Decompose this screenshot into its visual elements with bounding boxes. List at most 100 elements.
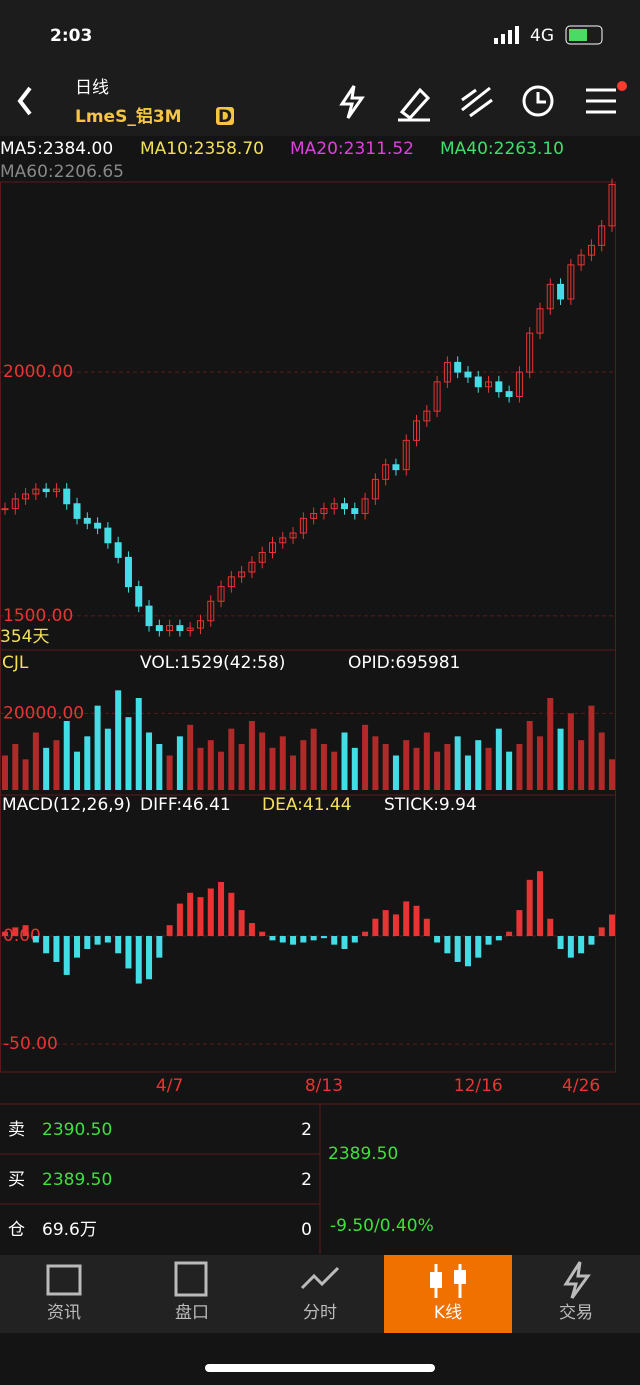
candle xyxy=(73,503,81,519)
tab-label[interactable]: K线 xyxy=(434,1303,462,1323)
candle xyxy=(495,381,503,393)
volume-bar xyxy=(259,732,266,790)
ma60: MA60:2206.65 xyxy=(0,162,124,182)
macd-bar xyxy=(228,892,235,937)
clock-icon[interactable] xyxy=(522,85,554,117)
macd-bar xyxy=(434,936,441,943)
oi: 69.6万 xyxy=(42,1220,97,1240)
x-tick-label: 12/16 xyxy=(454,1076,503,1096)
days-label: 354天 xyxy=(0,627,49,647)
flash-icon[interactable] xyxy=(339,85,365,119)
badge: D xyxy=(218,107,232,127)
candle xyxy=(299,517,307,534)
candle xyxy=(598,225,606,246)
macd-bar xyxy=(22,925,29,937)
macd-diff: DIFF:46.41 xyxy=(140,795,231,815)
sell-label: 卖 xyxy=(8,1120,25,1140)
candle xyxy=(515,371,523,397)
book-icon[interactable] xyxy=(174,1261,208,1297)
candle xyxy=(124,556,132,588)
time-icon[interactable] xyxy=(300,1266,340,1290)
candle xyxy=(392,464,400,471)
ma20: MA20:2311.52 xyxy=(290,139,414,159)
macd-bar xyxy=(475,936,482,958)
candle xyxy=(464,371,472,378)
tab-label[interactable]: 盘口 xyxy=(175,1303,209,1323)
tab-label[interactable]: 资讯 xyxy=(47,1303,81,1323)
volume-bar xyxy=(187,724,194,790)
candle xyxy=(196,620,204,629)
volume-bar xyxy=(248,721,255,790)
last-price: 2389.50 xyxy=(328,1144,398,1164)
candle xyxy=(536,308,544,334)
volume-bar xyxy=(578,740,585,790)
home-indicator xyxy=(205,1364,435,1372)
candle xyxy=(217,586,225,602)
macd-bar xyxy=(259,931,266,937)
kline-body xyxy=(454,1270,466,1284)
volume-bar xyxy=(557,728,564,790)
macd-bar xyxy=(526,879,533,937)
macd-bar xyxy=(207,888,214,937)
volume-bar xyxy=(176,736,183,790)
macd-bar xyxy=(32,936,39,943)
trade-icon[interactable] xyxy=(563,1261,591,1299)
notify-dot xyxy=(617,81,627,91)
volume-bar xyxy=(218,751,225,790)
news-icon[interactable] xyxy=(46,1264,82,1296)
macd-bar xyxy=(331,936,338,945)
macd-bar xyxy=(63,936,70,975)
change: -9.50/0.40% xyxy=(330,1216,434,1236)
candle xyxy=(135,586,143,607)
buy-qty: 2 xyxy=(301,1170,312,1190)
macd-bar xyxy=(588,936,595,945)
macd-bar xyxy=(238,910,245,937)
candle xyxy=(94,522,102,529)
macd-bar xyxy=(43,936,50,954)
candle xyxy=(83,517,91,524)
macd-bar xyxy=(135,936,142,984)
tab-label[interactable]: 交易 xyxy=(559,1303,593,1323)
signal-icon xyxy=(494,26,519,44)
candle xyxy=(371,478,379,500)
y-tick-label: 2000.00 xyxy=(3,362,73,382)
candle xyxy=(32,488,40,495)
macd-bar xyxy=(125,936,132,969)
volume-bar xyxy=(238,744,245,790)
macd-bar xyxy=(12,927,19,937)
sell-qty: 2 xyxy=(301,1120,312,1140)
macd-bar xyxy=(506,931,513,937)
volume-bar xyxy=(43,747,50,790)
volume-bar xyxy=(362,724,369,790)
active-tab[interactable] xyxy=(384,1255,512,1333)
candle xyxy=(155,625,163,631)
macd-frame xyxy=(0,794,616,1073)
candle xyxy=(526,332,534,373)
x-tick-label: 8/13 xyxy=(305,1076,343,1096)
menu-icon[interactable] xyxy=(586,88,616,114)
volume-bar xyxy=(526,721,533,790)
macd-bar xyxy=(547,918,554,937)
volume-bar xyxy=(74,751,81,790)
volume-bar xyxy=(228,728,235,790)
candle xyxy=(166,625,174,631)
volume-bar xyxy=(413,747,420,790)
back-button[interactable] xyxy=(17,86,32,116)
indicator-icon[interactable] xyxy=(461,86,493,118)
candle xyxy=(42,488,50,493)
buy-price: 2389.50 xyxy=(42,1170,112,1190)
volume-bar xyxy=(547,698,554,790)
candle xyxy=(577,254,585,266)
tab-label[interactable]: 分时 xyxy=(303,1303,337,1323)
macd-bar xyxy=(362,931,369,937)
macd-bar xyxy=(290,936,297,945)
badge-bg xyxy=(216,107,234,125)
oi-label: 仓 xyxy=(8,1220,25,1240)
volume-bar xyxy=(609,759,615,790)
volume-bar xyxy=(125,717,132,790)
volume-bar xyxy=(403,740,410,790)
candle xyxy=(22,493,30,500)
volume-bar xyxy=(94,705,101,790)
draw-icon[interactable] xyxy=(398,87,431,122)
macd-bar xyxy=(248,923,255,937)
